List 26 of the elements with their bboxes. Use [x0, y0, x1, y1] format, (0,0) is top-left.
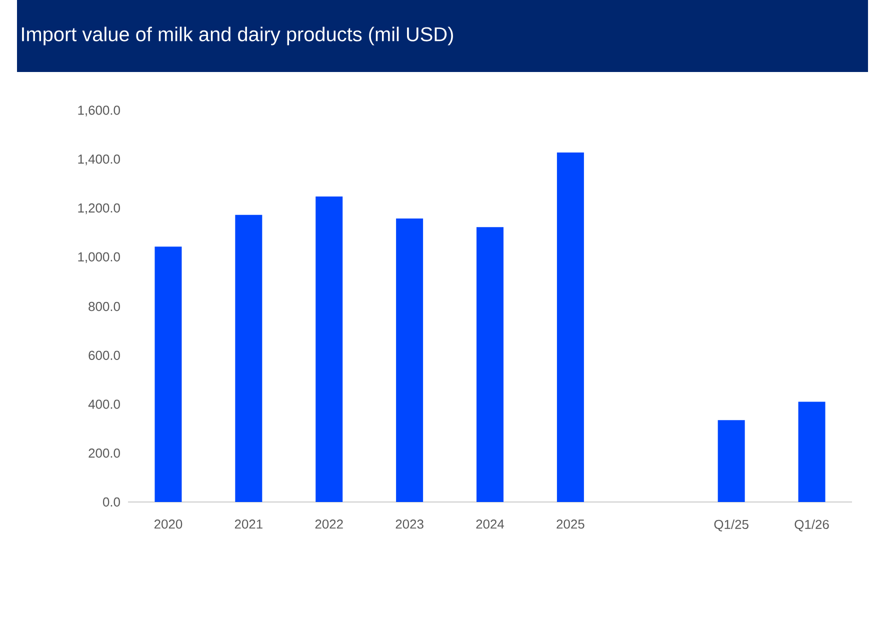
- x-tick-label: 2022: [315, 520, 343, 529]
- bar: [316, 196, 343, 502]
- y-tick-label: 800.0: [88, 302, 120, 312]
- bar: [396, 218, 424, 502]
- bar: [154, 246, 182, 502]
- y-tick-label: 200.0: [88, 448, 120, 458]
- bar: [476, 227, 504, 502]
- y-tick-label: 1,400.0: [78, 154, 120, 166]
- bar: [556, 152, 584, 502]
- bar: [798, 402, 826, 502]
- x-tick-label: 2023: [396, 520, 424, 529]
- bar: [718, 420, 745, 502]
- y-tick-label: 1,000.0: [78, 252, 120, 263]
- x-tick-label: 2021: [234, 520, 262, 529]
- x-tick-label: 2025: [556, 520, 584, 529]
- x-tick-label: 2024: [476, 520, 504, 529]
- x-tick-label: Q1/25: [714, 520, 748, 532]
- x-tick-label: Q1/26: [794, 520, 829, 532]
- x-tick-label: 2020: [154, 520, 182, 529]
- y-tick-label: 1,600.0: [78, 106, 120, 116]
- y-tick-label: 600.0: [88, 350, 120, 360]
- bar: [235, 214, 262, 502]
- y-tick-label: 400.0: [88, 400, 120, 409]
- y-tick-label: 0.0: [102, 497, 120, 507]
- chart-title: Import value of milk and dairy products (mil USD): [22, 26, 453, 46]
- y-tick-label: 1,200.0: [78, 203, 120, 214]
